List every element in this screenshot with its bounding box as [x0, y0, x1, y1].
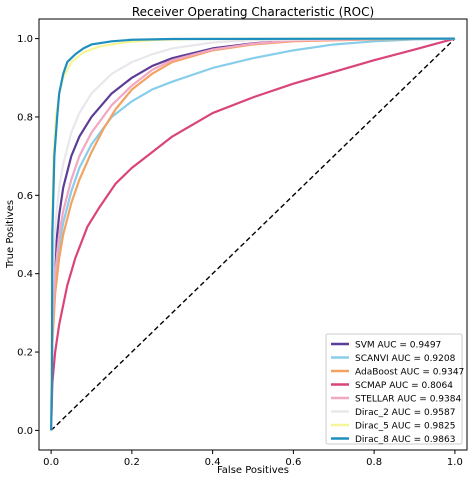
series-line-5 — [50, 37, 455, 431]
legend-label: AdaBoost AUC = 0.9347 — [355, 368, 464, 378]
y-tick-label: 0.8 — [17, 112, 33, 123]
legend-label: STELLAR AUC = 0.9384 — [355, 395, 461, 405]
legend-label: Dirac_8 AUC = 0.9863 — [355, 435, 455, 445]
series-layer — [50, 37, 456, 431]
legend-label: SCANVI AUC = 0.9208 — [355, 354, 456, 364]
legend-box — [325, 333, 463, 445]
y-tick-label: 0.0 — [17, 426, 33, 437]
y-tick-label: 0.2 — [17, 348, 33, 359]
x-tick-label: 0.8 — [366, 457, 382, 468]
diagonal-reference-line — [50, 38, 456, 431]
x-tick-label: 1.0 — [447, 457, 463, 468]
y-axis-label: True Positives — [5, 200, 16, 269]
diagonal-layer — [50, 38, 456, 431]
legend-label: Dirac_5 AUC = 0.9825 — [355, 422, 455, 432]
y-tick-label: 0.6 — [17, 191, 33, 202]
x-tick-label: 0.4 — [205, 457, 221, 468]
x-tick-label: 0.0 — [43, 457, 59, 468]
plot-area — [38, 18, 468, 451]
series-line-1 — [50, 37, 455, 431]
legend-label: Dirac_2 AUC = 0.9587 — [355, 408, 455, 418]
plot-border — [38, 18, 468, 451]
legend-items: SVM AUC = 0.9497 SCANVI AUC = 0.9208 AdaBo… — [331, 341, 464, 445]
y-axis-ticks: 0.0 0.2 0.4 0.6 0.8 1.0 — [17, 34, 39, 437]
legend: SVM AUC = 0.9497 SCANVI AUC = 0.9208 AdaBo… — [325, 333, 464, 445]
y-tick-label: 1.0 — [17, 34, 33, 45]
x-axis-label: False Positives — [217, 465, 289, 476]
chart-title: Receiver Operating Characteristic (ROC) — [132, 5, 374, 19]
legend-label: SVM AUC = 0.9497 — [355, 341, 441, 351]
series-line-7 — [50, 37, 455, 431]
series-line-3 — [50, 37, 456, 431]
x-axis-ticks: 0.0 0.2 0.4 0.6 0.8 1.0 — [43, 450, 463, 468]
legend-label: SCMAP AUC = 0.8064 — [355, 381, 453, 391]
x-tick-label: 0.2 — [124, 457, 140, 468]
series-line-4 — [50, 37, 455, 431]
x-tick-label: 0.6 — [285, 457, 301, 468]
y-tick-label: 0.4 — [17, 269, 33, 280]
